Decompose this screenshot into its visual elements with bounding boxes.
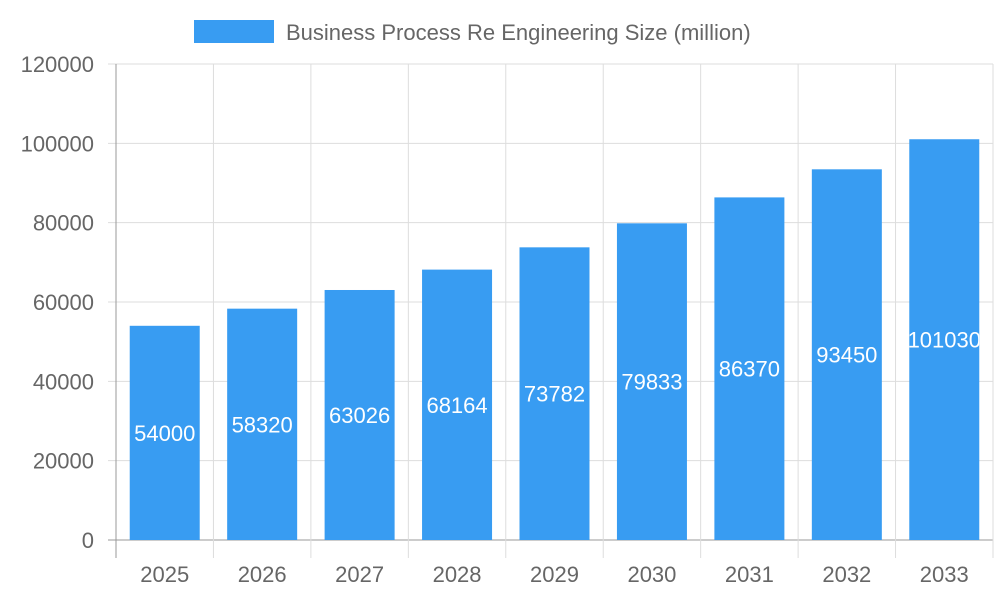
data-label: 79833 — [621, 370, 682, 395]
x-tick-label: 2032 — [822, 562, 871, 587]
bar — [227, 308, 298, 540]
y-tick-label: 80000 — [33, 211, 94, 236]
x-tick-label: 2025 — [140, 562, 189, 587]
y-tick-label: 100000 — [21, 131, 94, 156]
bar — [129, 325, 200, 540]
x-tick-label: 2027 — [335, 562, 384, 587]
y-tick-label: 40000 — [33, 369, 94, 394]
data-label: 68164 — [426, 393, 487, 418]
bar — [714, 197, 785, 541]
legend-swatch — [194, 20, 274, 43]
legend-label: Business Process Re Engineering Size (mi… — [286, 20, 751, 45]
data-label: 54000 — [134, 421, 195, 446]
bar — [324, 289, 395, 540]
data-label: 73782 — [524, 382, 585, 407]
x-tick-label: 2026 — [238, 562, 287, 587]
x-tick-label: 2031 — [725, 562, 774, 587]
data-label: 93450 — [816, 343, 877, 368]
y-tick-label: 20000 — [33, 449, 94, 474]
y-tick-label: 60000 — [33, 290, 94, 315]
data-label: 101030 — [908, 328, 981, 353]
data-label: 58320 — [232, 412, 293, 437]
x-tick-label: 2028 — [433, 562, 482, 587]
data-label: 86370 — [719, 357, 780, 382]
bar — [519, 247, 590, 540]
bar — [909, 139, 980, 540]
bar — [616, 223, 687, 540]
bar — [811, 169, 882, 540]
bar — [422, 269, 493, 540]
x-tick-label: 2033 — [920, 562, 969, 587]
x-tick-label: 2029 — [530, 562, 579, 587]
y-tick-label: 0 — [82, 528, 94, 553]
x-tick-label: 2030 — [627, 562, 676, 587]
data-label: 63026 — [329, 403, 390, 428]
y-tick-label: 120000 — [21, 52, 94, 77]
